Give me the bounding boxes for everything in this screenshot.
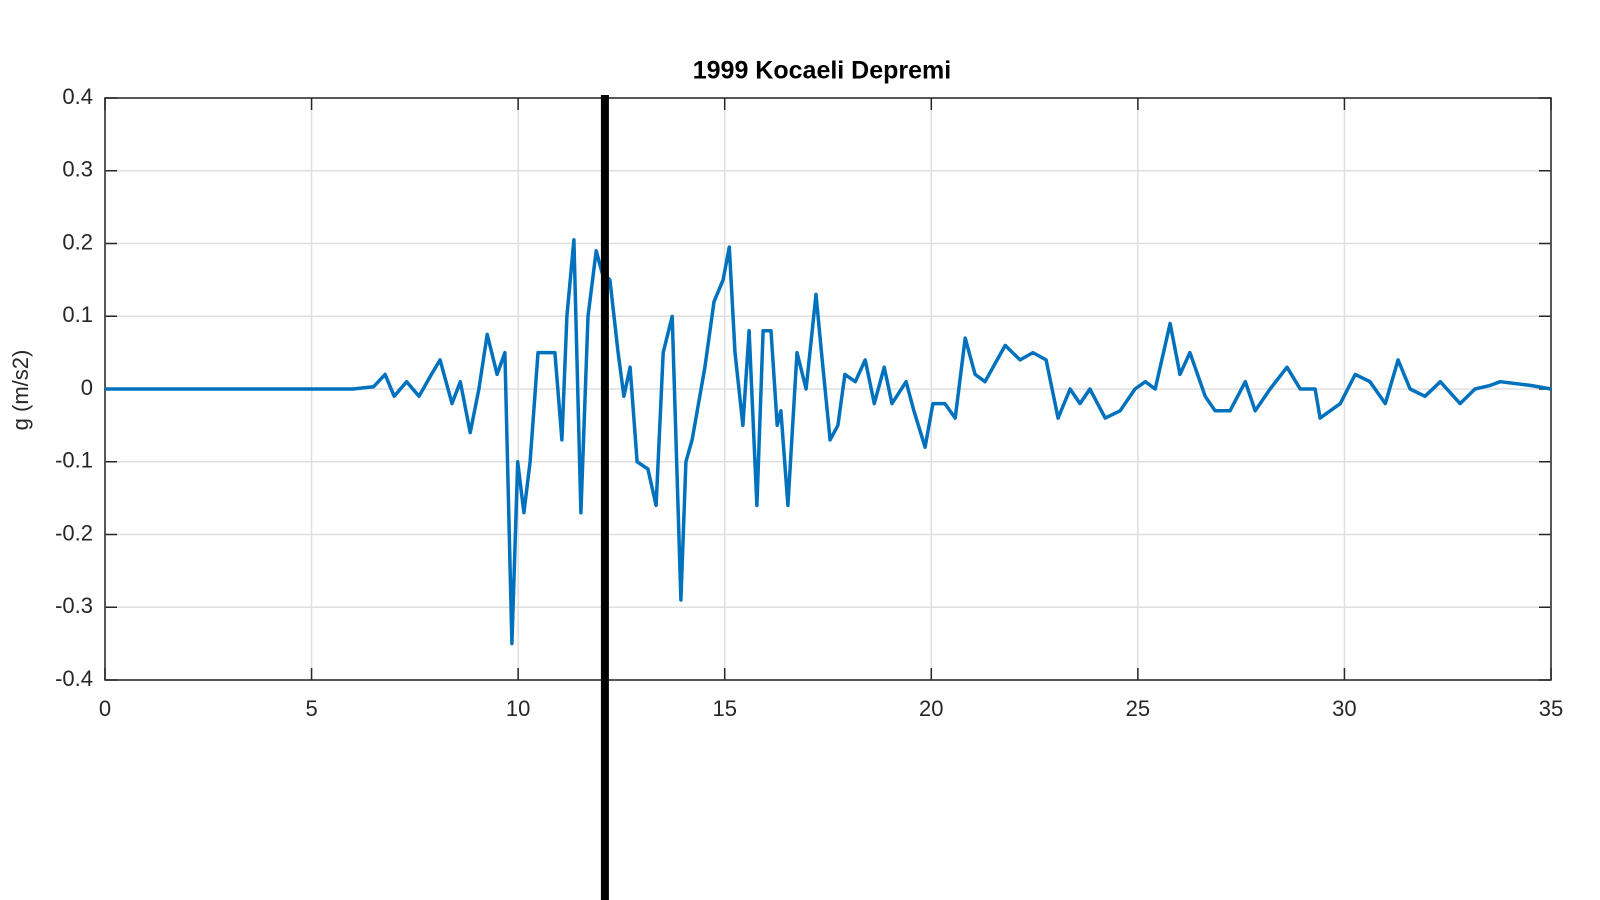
x-tick-label: 20: [919, 696, 943, 721]
y-tick-label: 0.1: [62, 302, 93, 327]
y-tick-label: 0: [81, 375, 93, 400]
x-tick-label: 35: [1539, 696, 1563, 721]
y-axis-label: g (m/s2): [8, 350, 33, 431]
y-tick-label: -0.1: [55, 448, 93, 473]
x-tick-label: 25: [1126, 696, 1150, 721]
y-tick-label: -0.2: [55, 520, 93, 545]
y-tick-label: 0.4: [62, 84, 93, 109]
chart-title: 1999 Kocaeli Depremi: [693, 57, 951, 85]
y-tick-label: -0.3: [55, 593, 93, 618]
x-tick-label: 15: [712, 696, 736, 721]
data-line: [105, 238, 1552, 646]
y-tick-label: 0.2: [62, 229, 93, 254]
y-tick-label: 0.3: [62, 157, 93, 182]
x-tick-label: 30: [1332, 696, 1356, 721]
y-tick-label: -0.4: [55, 666, 93, 691]
x-tick-label: 5: [305, 696, 317, 721]
x-tick-label: 0: [99, 696, 111, 721]
x-tick-label: 10: [506, 696, 530, 721]
